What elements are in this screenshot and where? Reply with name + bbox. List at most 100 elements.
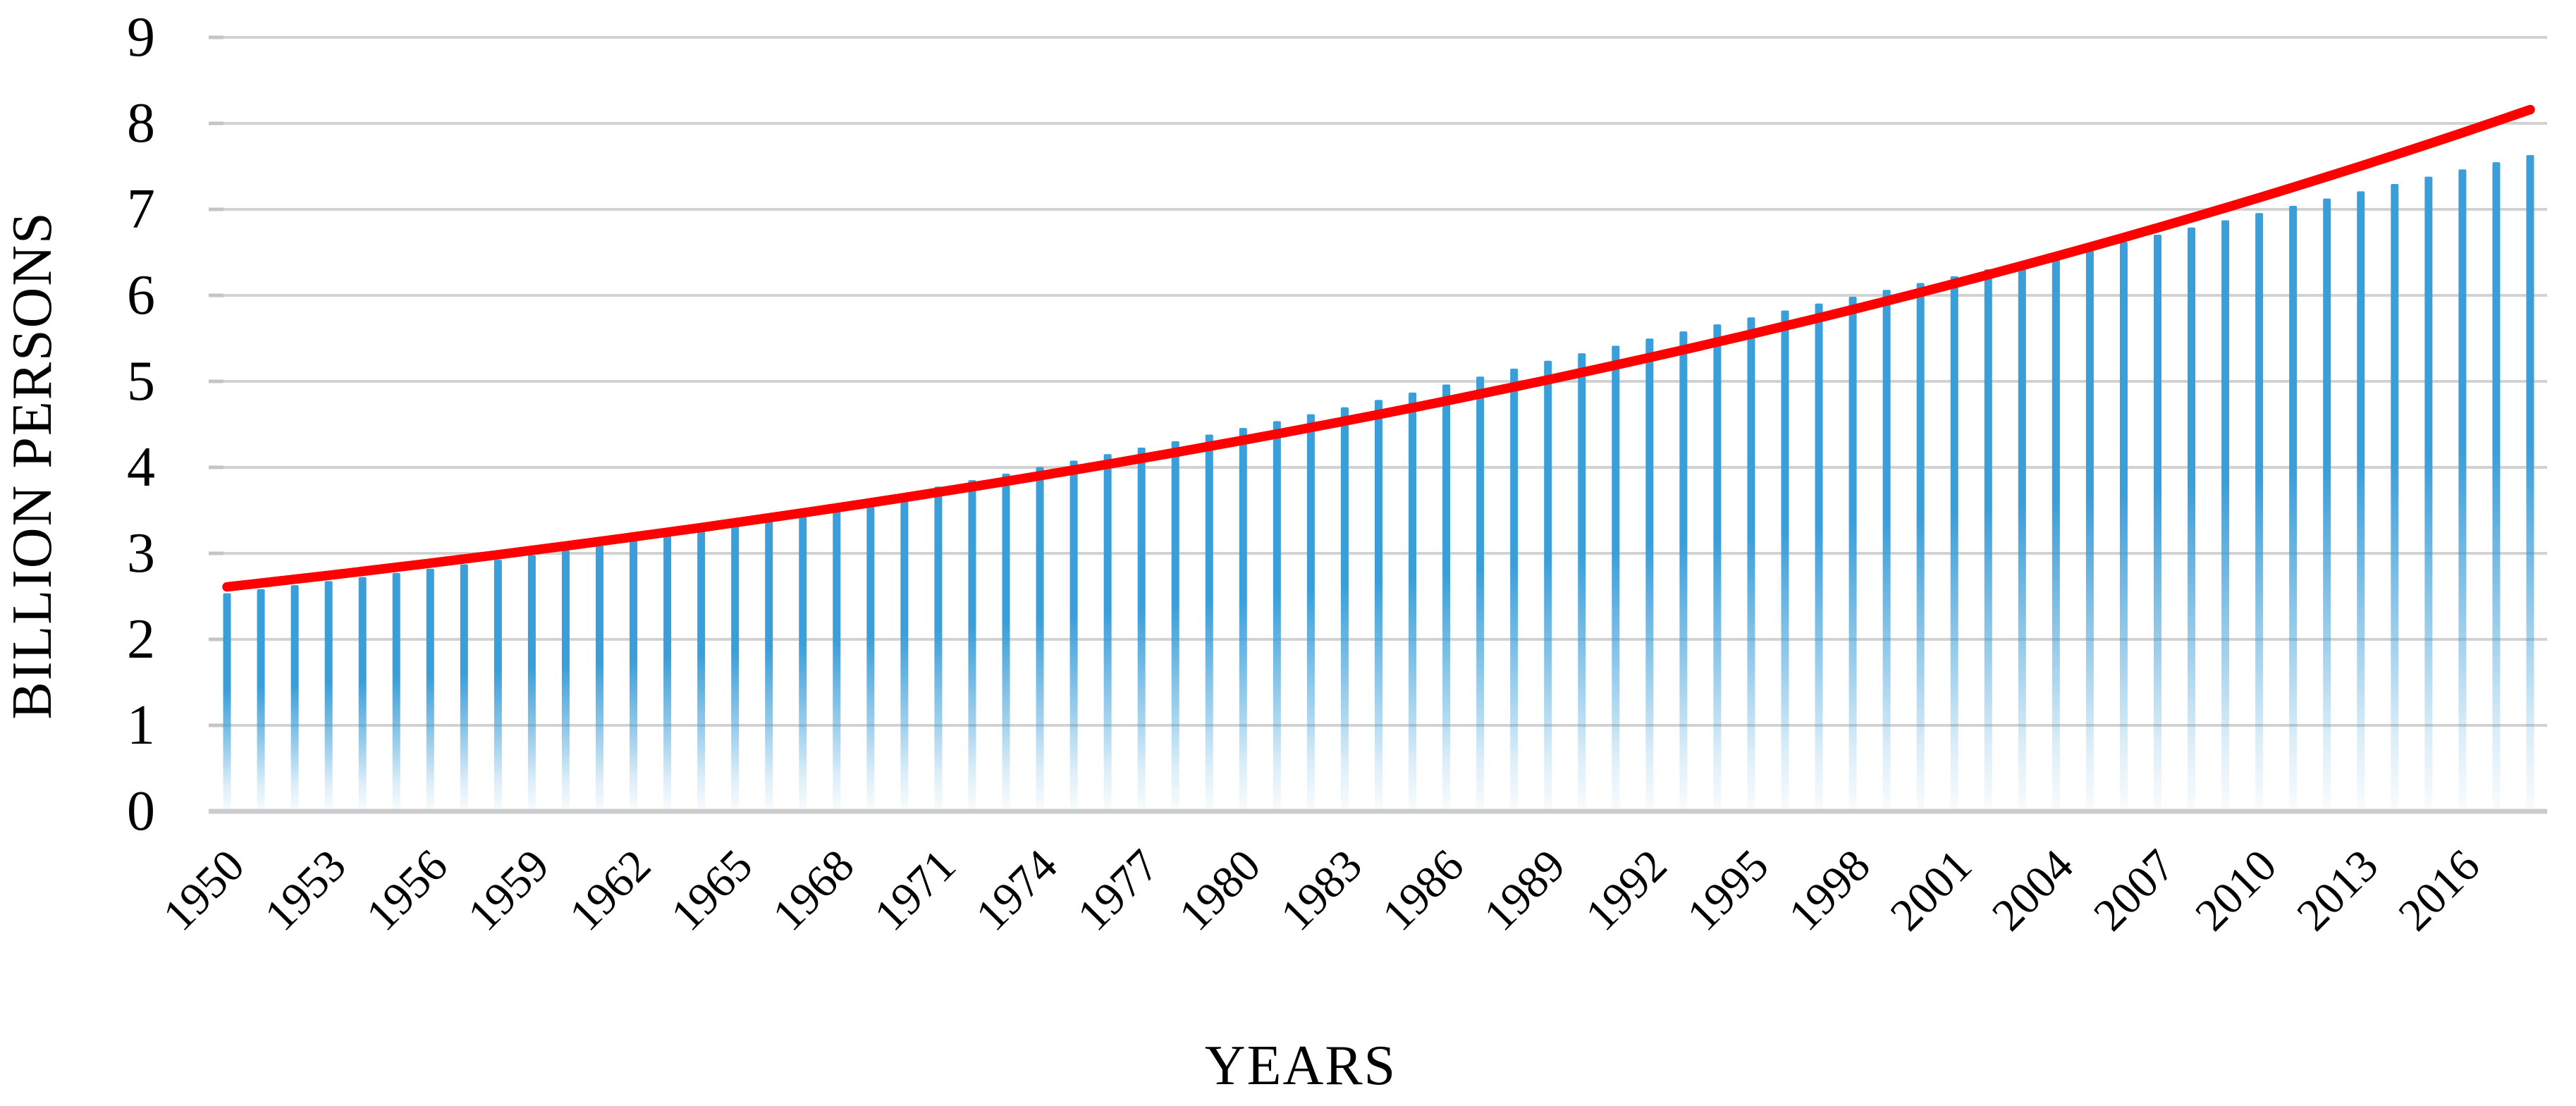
y-tick-label: 1 xyxy=(127,694,155,756)
bar xyxy=(2323,198,2331,811)
bar xyxy=(392,572,400,811)
bar xyxy=(1510,368,1519,811)
bar xyxy=(1137,448,1146,811)
x-tick-label: 2004 xyxy=(1982,840,2083,941)
x-tick-label: 2013 xyxy=(2288,840,2388,941)
bar xyxy=(1612,345,1620,811)
x-tick-label: 1995 xyxy=(1678,840,1779,941)
bar xyxy=(1409,392,1417,811)
bar xyxy=(1239,428,1247,811)
bar xyxy=(934,486,943,811)
bar xyxy=(968,480,976,811)
bar xyxy=(765,518,773,811)
x-tick-label: 1953 xyxy=(255,840,356,941)
horizontal-gridlines xyxy=(223,36,2547,727)
bar xyxy=(2154,234,2161,811)
x-tick-label: 1992 xyxy=(1576,840,1677,941)
bar xyxy=(1272,421,1281,811)
y-tick-label: 9 xyxy=(127,6,155,68)
bar xyxy=(2458,169,2467,812)
x-tick-label: 2010 xyxy=(2185,840,2286,941)
bar xyxy=(527,555,536,811)
x-tick-label: 1956 xyxy=(357,840,458,941)
x-tick-label: 1998 xyxy=(1779,840,1880,941)
x-tick-label: 1989 xyxy=(1474,840,1575,941)
bar xyxy=(833,505,841,811)
bar xyxy=(1069,460,1078,811)
bar xyxy=(2018,262,2026,811)
x-tick-label: 1977 xyxy=(1068,840,1169,941)
y-axis-tick-marks xyxy=(209,35,223,813)
bar xyxy=(290,585,299,811)
bar xyxy=(426,568,434,811)
y-tick-label: 4 xyxy=(127,436,155,498)
y-tick-label: 8 xyxy=(127,92,155,154)
x-tick-label: 1965 xyxy=(661,840,762,941)
bar xyxy=(1544,360,1552,812)
bar xyxy=(1679,331,1688,811)
x-tick-label: 1971 xyxy=(865,840,966,941)
y-tick-label: 3 xyxy=(127,522,155,584)
bar xyxy=(663,535,672,811)
bar xyxy=(2391,184,2399,811)
bar xyxy=(1950,276,1958,811)
bar xyxy=(2085,248,2094,812)
bar xyxy=(1306,414,1315,811)
bar xyxy=(2289,205,2298,811)
bar xyxy=(2221,220,2230,811)
x-tick-label: 1968 xyxy=(763,840,864,941)
bar xyxy=(257,589,265,811)
x-tick-label: 1950 xyxy=(154,840,254,941)
bar xyxy=(799,512,807,811)
trend-line xyxy=(222,104,2535,592)
bar xyxy=(223,593,231,811)
bar xyxy=(1340,407,1349,811)
bar-series xyxy=(223,155,2534,812)
bar xyxy=(2119,241,2128,811)
bar xyxy=(1781,310,1789,811)
x-axis-tick-labels: 1950 1953 1956 1959 1962 1965 1968 1971 1974 1977… xyxy=(154,840,2490,941)
bar xyxy=(1848,296,1857,811)
bar xyxy=(697,529,706,811)
bar xyxy=(2255,213,2264,812)
bar xyxy=(1476,376,1485,811)
bar xyxy=(1578,353,1586,812)
x-tick-label: 1983 xyxy=(1271,840,1372,941)
bar xyxy=(1375,400,1382,811)
bar xyxy=(866,499,875,811)
bar xyxy=(324,581,333,811)
bar xyxy=(1036,467,1044,811)
x-tick-label: 1986 xyxy=(1373,840,1473,941)
bar xyxy=(731,524,740,811)
y-axis-title: BILLION PERSONS xyxy=(1,211,63,719)
bar xyxy=(1815,303,1823,812)
bar xyxy=(2357,191,2365,811)
bar xyxy=(1882,290,1891,811)
y-tick-label: 7 xyxy=(127,178,155,240)
bar xyxy=(1645,338,1654,811)
bar xyxy=(1171,441,1179,811)
bar xyxy=(460,564,468,811)
bar xyxy=(596,545,603,811)
bar xyxy=(1747,317,1755,811)
x-tick-label: 1974 xyxy=(967,840,1067,941)
bar xyxy=(1442,384,1451,811)
x-tick-label: 2007 xyxy=(2084,840,2185,941)
bar xyxy=(2492,162,2501,812)
bar xyxy=(493,560,502,811)
x-tick-label: 1962 xyxy=(560,840,661,941)
y-tick-label: 0 xyxy=(127,780,155,842)
x-tick-label: 2001 xyxy=(1881,840,1982,941)
bar xyxy=(1103,454,1112,811)
x-tick-label: 1959 xyxy=(458,840,559,941)
y-tick-label: 6 xyxy=(127,264,155,326)
bar xyxy=(1984,269,1992,811)
x-tick-label: 2016 xyxy=(2389,840,2490,941)
y-tick-label: 2 xyxy=(127,608,155,670)
bar xyxy=(630,540,638,811)
bar xyxy=(1002,473,1010,811)
x-tick-label: 1980 xyxy=(1170,840,1270,941)
bar xyxy=(2188,227,2196,811)
